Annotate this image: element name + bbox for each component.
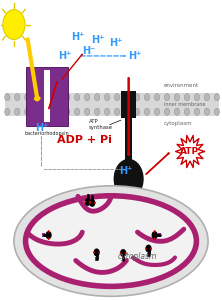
Circle shape <box>55 108 60 115</box>
Circle shape <box>46 232 51 238</box>
Circle shape <box>164 108 170 115</box>
Text: ADP + Pi: ADP + Pi <box>57 134 112 145</box>
Circle shape <box>95 108 100 115</box>
Circle shape <box>154 94 160 101</box>
Circle shape <box>15 94 20 101</box>
Circle shape <box>25 108 30 115</box>
Circle shape <box>144 94 150 101</box>
Text: H⁺: H⁺ <box>71 32 85 41</box>
Circle shape <box>115 94 120 101</box>
Circle shape <box>115 108 120 115</box>
Text: H⁺: H⁺ <box>58 51 71 61</box>
FancyBboxPatch shape <box>121 91 136 118</box>
Circle shape <box>55 94 60 101</box>
Ellipse shape <box>24 194 198 289</box>
Circle shape <box>85 94 90 101</box>
Text: ATP: ATP <box>180 147 200 156</box>
FancyBboxPatch shape <box>5 93 219 116</box>
Circle shape <box>5 94 10 101</box>
Circle shape <box>144 108 150 115</box>
Text: environment: environment <box>164 83 199 88</box>
Circle shape <box>214 108 220 115</box>
Circle shape <box>124 108 130 115</box>
Text: cytoplasm: cytoplasm <box>164 121 192 126</box>
Circle shape <box>95 94 100 101</box>
Circle shape <box>174 94 180 101</box>
Text: H⁻: H⁻ <box>82 46 95 56</box>
Circle shape <box>184 108 190 115</box>
Circle shape <box>35 94 40 101</box>
Circle shape <box>124 94 130 101</box>
Text: H⁺: H⁺ <box>109 38 122 47</box>
Text: bacteriorhodopsin: bacteriorhodopsin <box>25 130 69 136</box>
FancyBboxPatch shape <box>42 233 45 237</box>
Circle shape <box>45 94 50 101</box>
Circle shape <box>114 160 143 198</box>
FancyBboxPatch shape <box>147 253 150 257</box>
Circle shape <box>25 94 30 101</box>
Circle shape <box>204 94 210 101</box>
Ellipse shape <box>14 186 208 296</box>
Circle shape <box>5 108 10 115</box>
Circle shape <box>35 108 40 115</box>
Circle shape <box>65 108 70 115</box>
Text: H⁺: H⁺ <box>35 123 48 133</box>
Polygon shape <box>176 135 204 168</box>
Circle shape <box>174 108 180 115</box>
Circle shape <box>134 108 140 115</box>
Text: H⁺: H⁺ <box>129 51 142 61</box>
Circle shape <box>164 94 170 101</box>
FancyBboxPatch shape <box>158 233 161 237</box>
Circle shape <box>152 232 157 238</box>
Circle shape <box>194 108 200 115</box>
Circle shape <box>146 245 151 252</box>
Circle shape <box>75 108 80 115</box>
Circle shape <box>204 108 210 115</box>
Text: H⁺: H⁺ <box>91 34 104 44</box>
Circle shape <box>3 10 25 40</box>
Circle shape <box>184 94 190 101</box>
Text: cytoplasm: cytoplasm <box>118 251 157 260</box>
Circle shape <box>45 108 50 115</box>
FancyBboxPatch shape <box>91 194 94 198</box>
Text: H⁺: H⁺ <box>119 166 132 176</box>
Circle shape <box>134 94 140 101</box>
Circle shape <box>105 108 110 115</box>
FancyBboxPatch shape <box>125 117 132 162</box>
Circle shape <box>121 250 126 256</box>
FancyBboxPatch shape <box>87 194 89 197</box>
FancyBboxPatch shape <box>95 257 98 261</box>
Circle shape <box>94 249 99 256</box>
Circle shape <box>15 108 20 115</box>
FancyBboxPatch shape <box>44 70 50 122</box>
FancyBboxPatch shape <box>122 258 125 261</box>
Circle shape <box>85 108 90 115</box>
Circle shape <box>75 94 80 101</box>
FancyBboxPatch shape <box>26 67 68 126</box>
Circle shape <box>194 94 200 101</box>
Text: inner membrane: inner membrane <box>164 102 205 107</box>
Circle shape <box>85 199 90 205</box>
Circle shape <box>154 108 160 115</box>
Text: ATP
synthase: ATP synthase <box>89 119 113 130</box>
Circle shape <box>214 94 220 101</box>
Circle shape <box>105 94 110 101</box>
Circle shape <box>65 94 70 101</box>
Circle shape <box>90 200 95 206</box>
